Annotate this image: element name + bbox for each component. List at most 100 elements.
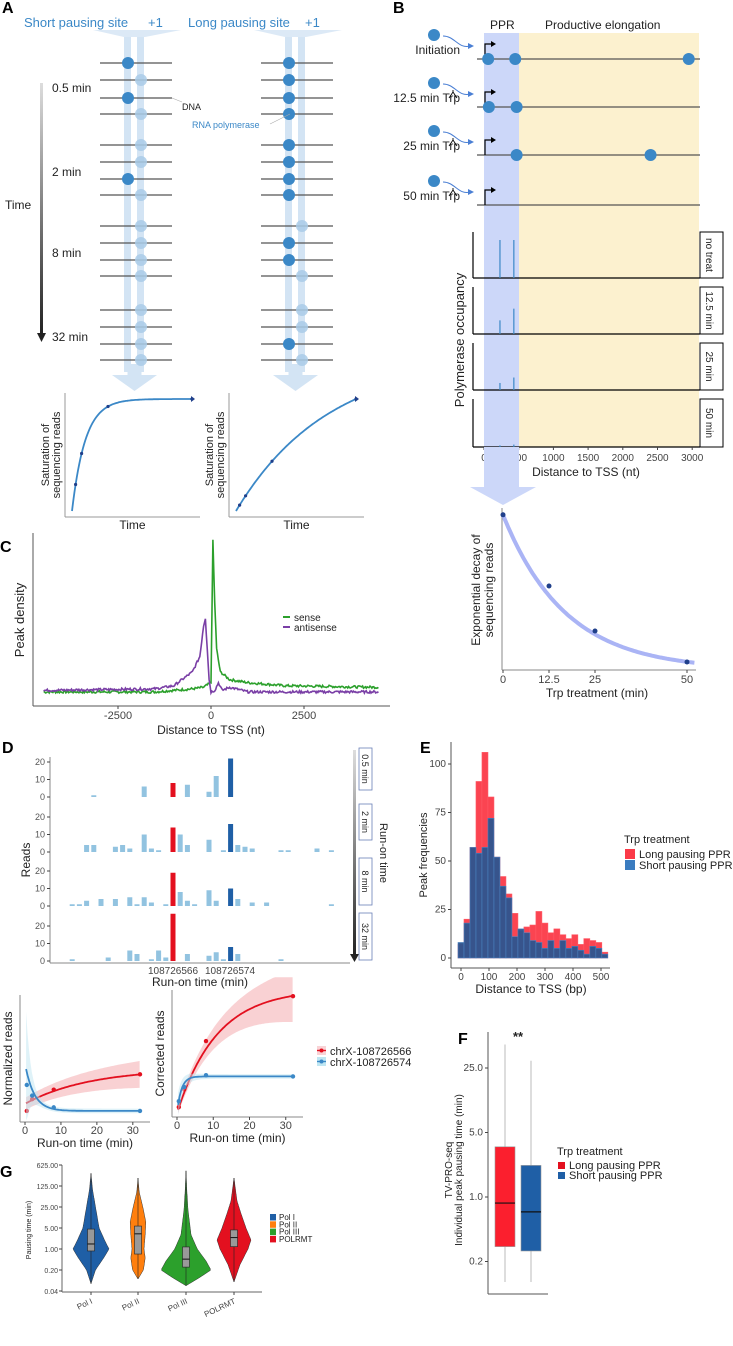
legend-key xyxy=(270,1214,276,1221)
x-tick-label: 3000 xyxy=(681,453,704,464)
read-bar xyxy=(242,846,248,852)
legend-key xyxy=(270,1228,276,1236)
read-bar xyxy=(235,954,241,961)
decay-point xyxy=(500,512,506,518)
read-bar xyxy=(228,947,234,961)
polymerase-dot xyxy=(509,53,522,65)
saturation-curve xyxy=(235,398,357,512)
data-point xyxy=(203,1038,209,1044)
confidence-band xyxy=(26,1061,140,1110)
legend-label: chrX-108726566 xyxy=(330,1046,411,1058)
polymerase-dot xyxy=(682,53,695,65)
c-ylabel: Peak density xyxy=(12,582,27,657)
read-bar xyxy=(314,848,320,852)
recruit-arrow xyxy=(442,83,471,95)
time-box xyxy=(358,857,373,906)
short-pausing-bar xyxy=(463,922,471,959)
box xyxy=(134,1225,142,1255)
read-bar xyxy=(228,824,234,852)
x-tick-label: 12.5 xyxy=(538,674,559,686)
c-xlabel: Distance to TSS (nt) xyxy=(157,723,265,737)
kinetic-xlabel: Run-on time (min) xyxy=(189,1131,285,1145)
antisense-line xyxy=(43,618,379,696)
y-tick-label: 10 xyxy=(35,884,45,894)
read-bar xyxy=(134,904,140,906)
polymerase-dot xyxy=(283,108,295,120)
x-tick-label: 400 xyxy=(565,972,582,983)
x-tick-label: 2500 xyxy=(646,453,669,464)
legend-key xyxy=(625,849,635,859)
panel-label-D: D xyxy=(2,740,14,757)
strip-box xyxy=(699,398,724,448)
read-bar xyxy=(328,904,334,906)
decay-point xyxy=(592,628,598,634)
x-tick-label: 500 xyxy=(593,972,610,983)
x-tick-label: 25 xyxy=(589,674,601,686)
data-point xyxy=(24,1082,29,1088)
x-tick-label: 0 xyxy=(458,972,464,983)
short-pausing-bar xyxy=(541,947,549,959)
box xyxy=(520,1165,542,1252)
legend-title: Trp treatment xyxy=(557,1146,623,1158)
polymerase-dot xyxy=(283,254,295,266)
y-tick-label: 1.00 xyxy=(44,1247,58,1254)
short-pausing-bar xyxy=(499,885,507,959)
x-tick-label: 200 xyxy=(509,972,526,983)
data-point xyxy=(290,993,296,999)
read-bar xyxy=(141,786,147,797)
short-pausing-bar xyxy=(589,946,597,959)
read-bar xyxy=(120,845,126,852)
y-tick-label: 20 xyxy=(35,812,45,822)
time-box-label: 32 min xyxy=(360,923,370,950)
confidence-band xyxy=(178,977,293,1114)
polymerase-dot xyxy=(283,189,295,201)
x-tick-label: 0 xyxy=(208,710,214,722)
read-bar xyxy=(278,959,284,961)
read-bar xyxy=(206,839,212,852)
e-xlabel: Distance to TSS (bp) xyxy=(475,982,586,996)
legend-label: Long pausing PPR xyxy=(639,849,731,861)
trp-inhibition-icon xyxy=(448,138,458,147)
f-ylabel: TV-PRO-seq xyxy=(444,1142,455,1199)
read-bar xyxy=(249,848,255,852)
read-bar xyxy=(163,904,169,906)
x-tick-label: 0 xyxy=(174,1120,180,1132)
short-site-title: Short pausing site xyxy=(24,15,128,30)
polymerase-dot xyxy=(122,173,134,185)
data-point xyxy=(29,1093,35,1098)
strip-label: 25 min xyxy=(703,351,714,381)
panel-label-F: F xyxy=(458,1031,468,1048)
y-tick-label: 0 xyxy=(440,953,446,964)
condition-label: 50 min Trp xyxy=(403,189,460,203)
short-pausing-bar xyxy=(487,818,495,959)
arrow-head-icon xyxy=(191,396,195,402)
read-bar xyxy=(213,952,219,961)
short-pausing-bar xyxy=(601,953,609,959)
y-tick-label: 20 xyxy=(35,921,45,931)
short-pausing-bar xyxy=(559,940,567,959)
read-bar xyxy=(278,850,284,852)
x-tick-label: -2500 xyxy=(104,710,132,722)
y-tick-label: 20 xyxy=(35,866,45,876)
legend-label: Long pausing PPR xyxy=(569,1160,661,1172)
legend-key xyxy=(625,860,635,870)
plus-one-lane xyxy=(137,37,144,372)
short-pausing-bar xyxy=(505,897,513,959)
read-bar xyxy=(184,954,190,961)
x-tick-label: 300 xyxy=(537,972,554,983)
read-bar xyxy=(156,950,162,961)
y-tick-label: 0 xyxy=(40,956,45,966)
read-bar xyxy=(127,897,133,906)
read-bar xyxy=(264,902,270,906)
decay-curve xyxy=(501,514,695,665)
read-bar xyxy=(134,954,140,961)
polymerase-dot-light xyxy=(296,270,308,282)
time-point-label: 8 min xyxy=(52,246,81,260)
saturation-ylabel: Saturation of xyxy=(40,423,52,486)
promoter-arrowhead xyxy=(491,187,496,193)
time-box xyxy=(358,747,373,791)
lane-funnel xyxy=(254,30,342,37)
free-polymerase-dot xyxy=(428,29,440,41)
y-tick-label: 75 xyxy=(435,808,447,819)
recruit-arrowhead-icon xyxy=(468,139,474,145)
